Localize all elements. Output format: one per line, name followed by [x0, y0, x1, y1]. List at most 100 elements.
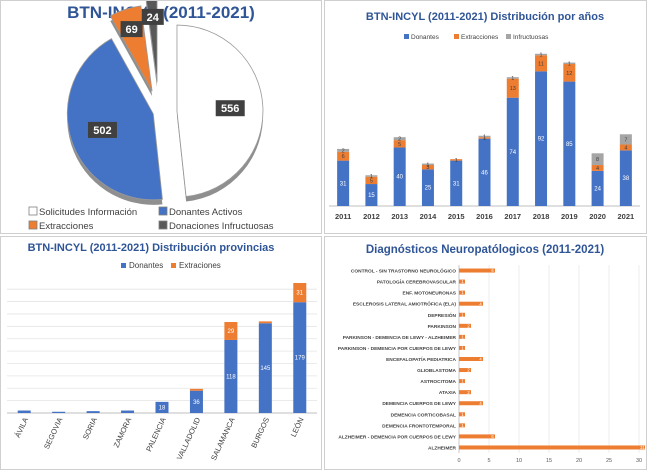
bar-value-label: 1 — [461, 379, 464, 384]
x-tick-label: 2014 — [420, 212, 438, 221]
provinces-chart: BTN-INCYL (2011-2021) Distribución provi… — [7, 242, 317, 462]
bar-value-label: 1 — [540, 53, 543, 59]
y-tick-label: PATOLOGÍA CEREBROVASCULAR — [377, 278, 457, 286]
bar-segment — [450, 160, 463, 206]
bar-value-label: 8 — [596, 157, 599, 163]
pie-slice-group: 24 — [141, 1, 164, 88]
bar-value-label: 5 — [398, 142, 401, 148]
legend-label: Donantes — [129, 261, 163, 270]
x-tick-label: BURGOS — [249, 416, 271, 449]
y-tick-label: DEMENCIA FRONTOTEMPORAL — [382, 423, 456, 429]
y-tick-label: PARKINSON - DEMENCIA POR CUERPOS DE LEWY — [338, 346, 457, 352]
bar — [86, 411, 100, 413]
bar-segment — [421, 165, 434, 170]
x-tick-label: 2017 — [504, 212, 521, 221]
y-tick-label: ALZHEIMER — [428, 445, 457, 451]
legend-swatch — [121, 263, 126, 268]
bar-value-label: 38 — [623, 176, 630, 182]
x-tick-label: 20 — [576, 458, 582, 464]
bar-value-label: 2 — [398, 137, 401, 143]
bar-value-label: 2 — [467, 390, 470, 395]
bar-extra — [224, 322, 238, 340]
bar-value-label: 1 — [511, 76, 514, 82]
bar — [121, 410, 135, 413]
bar-segment — [535, 55, 548, 72]
bar-value-label: 1 — [483, 134, 486, 140]
legend-label: Donaciones Infructuosas — [169, 221, 274, 232]
bar-value-label: 1 — [370, 174, 373, 180]
x-tick-label: SALAMANCA — [209, 416, 237, 462]
bar-extra — [258, 321, 272, 324]
bar — [189, 390, 203, 413]
legend-swatch — [454, 34, 459, 39]
bar-value-label: 18 — [159, 405, 166, 411]
chart-title: Diagnósticos Neuropatólogicos (2011-2021… — [366, 244, 605, 256]
bar-segment — [337, 148, 350, 152]
bar-value-label: 1 — [461, 412, 464, 417]
bar-value-label: 36 — [193, 400, 200, 406]
bar — [459, 301, 483, 306]
bar-value-label: 1 — [426, 162, 429, 168]
bar-segment — [365, 175, 378, 177]
bar-segment — [619, 144, 632, 151]
bar-value-label: 1 — [483, 136, 486, 142]
bar-extra-label: 31 — [296, 291, 303, 297]
x-tick-label: 5 — [487, 458, 490, 464]
bar — [459, 279, 465, 284]
x-tick-label: ÁVILA — [13, 416, 30, 439]
bar-value-label: 25 — [425, 186, 432, 192]
bar-value-label: 7 — [624, 137, 627, 143]
y-tick-label: CONTROL - SIN TRASTORNO NEUROLÓGICO — [351, 267, 456, 275]
bar-value-label: 4 — [624, 145, 627, 151]
x-tick-label: 15 — [546, 458, 552, 464]
bar-value-label: 6 — [491, 434, 494, 439]
bar-value-label: 85 — [566, 142, 573, 148]
bar-segment — [591, 153, 604, 166]
bar-segment — [478, 137, 491, 139]
bar-value-label: 1 — [461, 312, 464, 317]
years-chart: BTN-INCYL (2011-2021) Distribución por a… — [329, 11, 640, 221]
pie-slice-group: 69 — [109, 5, 153, 97]
diagnoses-chart: Diagnósticos Neuropatólogicos (2011-2021… — [338, 244, 646, 464]
bar — [155, 401, 169, 413]
bar-value-label: 4 — [596, 166, 599, 172]
bar-value-label: 92 — [538, 137, 545, 143]
legend-swatch — [404, 34, 409, 39]
bar-value-label: 46 — [481, 170, 488, 176]
bar-segment — [365, 176, 378, 185]
y-tick-label: ALZHEIMER - DEMENCIA POR CUERPOS DE LEWY — [338, 434, 456, 440]
bar — [459, 312, 465, 317]
bar-segment — [393, 137, 406, 141]
x-tick-label: 0 — [457, 458, 460, 464]
bar-value-label: 1 — [461, 346, 464, 351]
y-tick-label: DEMENCIA CORTICOBASAL — [391, 412, 456, 418]
y-tick-label: ENF. MOTONEURONAS — [403, 291, 457, 297]
x-tick-label: 30 — [636, 458, 642, 464]
bar — [459, 423, 465, 428]
bar-value-label: 145 — [260, 366, 271, 372]
bar-value-label: 1 — [461, 334, 464, 339]
bar-value-label: 31 — [453, 181, 460, 187]
y-tick-label: DEMENCIA CUERPOS DE LEWY — [382, 401, 456, 407]
bar — [459, 290, 465, 295]
legend-swatch — [28, 206, 38, 216]
bar-value-label: 1 — [455, 158, 458, 164]
x-tick-label: ZAMORA — [112, 416, 134, 449]
bar-value-label: 15 — [368, 193, 375, 199]
bar — [459, 445, 645, 450]
provinces-chart-panel: BTN-INCYL (2011-2021) Distribución provi… — [0, 236, 322, 470]
bar-segment — [478, 138, 491, 206]
chart-title: BTN-INCYL (2011-2021) Distribución por a… — [366, 11, 604, 23]
x-tick-label: 25 — [606, 458, 612, 464]
bar-value-label: 2 — [467, 323, 470, 328]
bar-value-label: 31 — [340, 181, 347, 187]
bar — [52, 411, 66, 413]
legend-label: Extraciones — [179, 261, 221, 270]
bar-segment — [506, 78, 519, 98]
bar-value-label: 4 — [479, 301, 482, 306]
bar-segment — [506, 77, 519, 79]
bar-segment — [563, 81, 576, 206]
x-tick-label: 2018 — [533, 212, 550, 221]
bar-value-label: 31 — [640, 445, 645, 450]
bar-value-label: 1 — [461, 279, 464, 284]
